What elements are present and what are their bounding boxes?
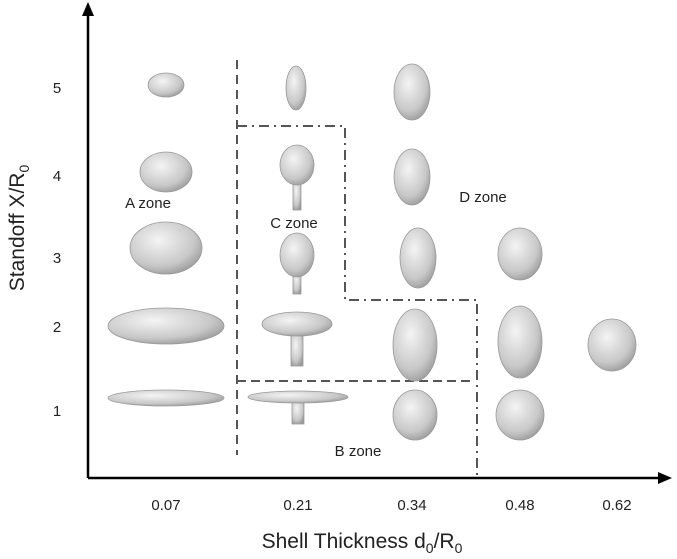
zone-boundaries bbox=[236, 60, 478, 478]
x-arrow bbox=[658, 472, 672, 484]
label-text: /R bbox=[434, 530, 455, 553]
x-tick-label: 0.34 bbox=[397, 497, 426, 514]
y-tick-label: 2 bbox=[53, 319, 61, 336]
label-sub: 0 bbox=[455, 540, 463, 554]
shape bbox=[107, 307, 225, 345]
label-text: Standoff X/R bbox=[6, 173, 29, 292]
axes bbox=[82, 2, 672, 484]
x-tick-label: 0.62 bbox=[602, 497, 631, 514]
boundary-c bbox=[237, 125, 478, 478]
zone-label: B zone bbox=[335, 443, 382, 460]
shape bbox=[392, 308, 438, 382]
shape bbox=[147, 72, 185, 98]
label-sub: 0 bbox=[426, 540, 434, 554]
shape bbox=[495, 389, 545, 441]
shape bbox=[279, 232, 315, 278]
shape bbox=[497, 227, 543, 281]
y-tick-label: 5 bbox=[53, 80, 61, 97]
shape bbox=[261, 311, 333, 337]
shapes bbox=[107, 63, 637, 441]
shape bbox=[393, 63, 431, 121]
x-tick-label: 0.21 bbox=[283, 497, 312, 514]
shape bbox=[290, 333, 304, 367]
y-axis-label: Standoff X/R0 bbox=[6, 165, 32, 292]
y-tick-label: 3 bbox=[53, 250, 61, 267]
shape bbox=[497, 305, 543, 379]
shape bbox=[285, 65, 307, 111]
shape bbox=[279, 144, 315, 186]
y-arrow bbox=[82, 2, 94, 16]
tick-labels: 0.07 0.21 0.34 0.48 0.62 1 2 3 4 5 bbox=[53, 80, 632, 514]
shape bbox=[393, 148, 431, 206]
y-tick-label: 4 bbox=[53, 168, 61, 185]
x-tick-label: 0.48 bbox=[505, 497, 534, 514]
label-text: Shell Thickness d bbox=[262, 530, 426, 553]
zone-label: C zone bbox=[270, 215, 318, 232]
shape bbox=[392, 389, 438, 441]
shape bbox=[291, 399, 305, 425]
zone-label: D zone bbox=[459, 189, 507, 206]
shape bbox=[399, 227, 437, 289]
shape bbox=[247, 390, 349, 404]
shape bbox=[139, 151, 193, 193]
label-sub: 0 bbox=[16, 165, 32, 173]
shape bbox=[129, 221, 203, 275]
zone-label: A zone bbox=[125, 195, 171, 212]
x-axis-label: Shell Thickness d0/R0 bbox=[262, 530, 463, 554]
shape bbox=[107, 389, 225, 407]
shape bbox=[587, 318, 637, 372]
y-tick-label: 1 bbox=[53, 403, 61, 420]
x-tick-label: 0.07 bbox=[151, 497, 180, 514]
